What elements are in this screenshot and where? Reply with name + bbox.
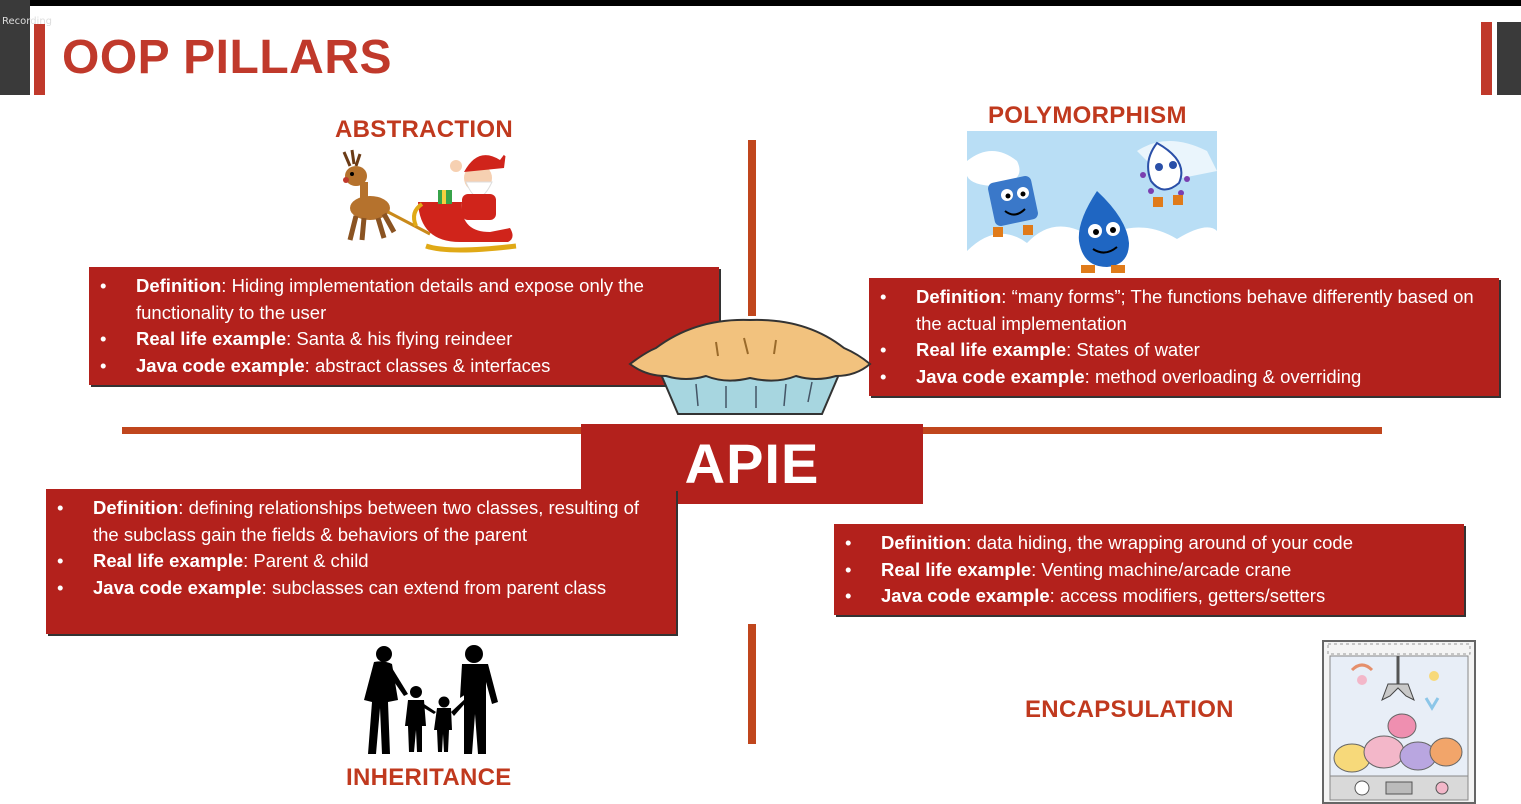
recording-label: Recording [2,16,53,27]
encapsulation-definition: Definition: data hiding, the wrapping ar… [845,530,1454,557]
encapsulation-heading: ENCAPSULATION [1025,696,1234,723]
inheritance-box: Definition: defining relationships betwe… [46,489,676,634]
encapsulation-java-example: Java code example: access modifiers, get… [845,583,1454,610]
abstraction-heading: ABSTRACTION [335,116,513,143]
pie-image [628,318,872,415]
horizontal-divider-right [920,427,1382,434]
polymorphism-box: Definition: “many forms”; The functions … [869,278,1499,396]
vertical-divider-top [748,140,756,316]
horizontal-divider-left [122,427,592,434]
right-accent-bar [1481,22,1492,95]
abstraction-box: Definition: Hiding implementation detail… [89,267,719,385]
inheritance-real-example: Real life example: Parent & child [57,548,666,575]
encapsulation-box: Definition: data hiding, the wrapping ar… [834,524,1464,615]
vertical-divider-bottom [748,624,756,744]
encapsulation-real-example: Real life example: Venting machine/arcad… [845,557,1454,584]
polymorphism-real-example: Real life example: States of water [880,337,1489,364]
family-silhouette-image [364,645,498,754]
water-states-image [967,131,1217,279]
abstraction-real-example: Real life example: Santa & his flying re… [100,326,709,353]
inheritance-heading: INHERITANCE [346,764,512,791]
left-dark-bar [0,0,30,95]
title-accent-bar [34,24,45,95]
santa-sleigh-image [342,147,517,253]
abstraction-definition: Definition: Hiding implementation detail… [100,273,709,326]
polymorphism-java-example: Java code example: method overloading & … [880,364,1489,391]
inheritance-definition: Definition: defining relationships betwe… [57,495,666,548]
polymorphism-definition: Definition: “many forms”; The functions … [880,284,1489,337]
inheritance-java-example: Java code example: subclasses can extend… [57,575,666,602]
right-dark-bar [1497,22,1521,95]
abstraction-java-example: Java code example: abstract classes & in… [100,353,709,380]
polymorphism-heading: POLYMORPHISM [988,102,1187,129]
arcade-crane-image [1322,640,1476,804]
page-title: OOP PILLARS [62,31,392,84]
apie-center-label: APIE [581,424,923,504]
window-top-bar [0,0,1521,6]
